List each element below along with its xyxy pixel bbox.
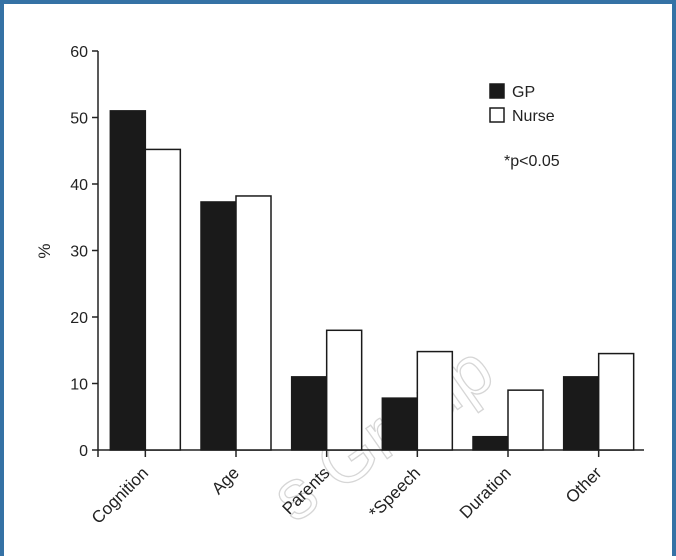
bar-gp-age — [200, 201, 237, 451]
legend-label-nurse: Nurse — [512, 108, 555, 125]
legend: GP Nurse — [489, 83, 555, 125]
x-tick-label-duration: Duration — [456, 463, 515, 522]
bar-gp-other — [562, 376, 600, 451]
y-tick-label-10: 10 — [70, 377, 88, 394]
bar-nurse-duration — [507, 389, 544, 451]
bar-gp-speech — [381, 397, 419, 451]
x-tick-label-age: Age — [208, 463, 243, 498]
y-tick-label-20: 20 — [70, 310, 88, 327]
bars — [109, 110, 635, 451]
bar-nurse-age — [235, 195, 272, 451]
y-tick-label-40: 40 — [70, 177, 88, 194]
x-tick-label-other: Other — [562, 463, 606, 507]
bar-nurse-cognition — [144, 148, 182, 451]
legend-swatch-nurse — [489, 107, 505, 123]
legend-swatch-gp — [489, 83, 505, 99]
bar-nurse-other — [597, 352, 635, 451]
bar-nurse-speech — [416, 350, 454, 451]
bar-gp-cognition — [109, 110, 147, 451]
significance-note: *p<0.05 — [504, 153, 560, 170]
bar-gp-duration — [472, 435, 509, 451]
bar-gp-parents — [290, 376, 328, 451]
y-tick-label-60: 60 — [70, 44, 88, 61]
y-axis-title: % — [35, 243, 54, 258]
legend-label-gp: GP — [512, 84, 535, 101]
y-tick-label-50: 50 — [70, 111, 88, 128]
bar-nurse-parents — [325, 329, 363, 451]
x-tick-label-cognition: Cognition — [88, 463, 152, 527]
y-tick-label-30: 30 — [70, 244, 88, 261]
y-axis-ticks: 0 10 20 30 40 50 60 — [70, 44, 98, 460]
y-tick-label-0: 0 — [79, 443, 88, 460]
